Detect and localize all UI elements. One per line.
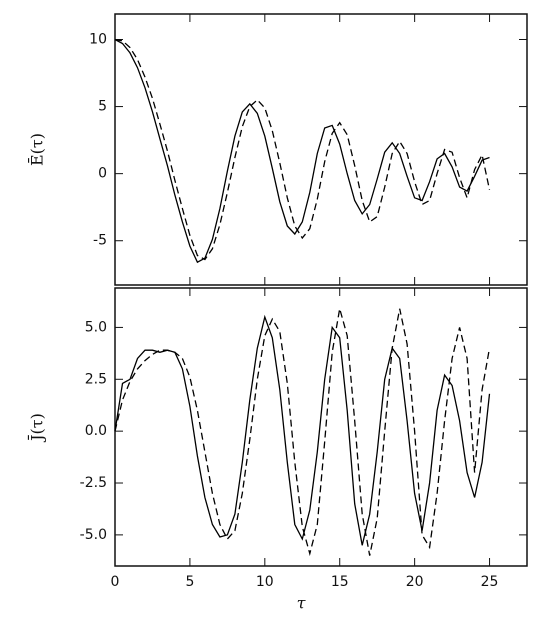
y-tick-label: 5 <box>98 99 107 115</box>
series-line <box>114 38 490 264</box>
plot-frame <box>114 13 528 286</box>
y-tick-label: 2.5 <box>85 371 107 387</box>
y-tick-label: -5 <box>93 233 107 249</box>
y-tick-label: 0.0 <box>85 423 107 439</box>
y-axis-label: Ē(τ) <box>27 133 47 166</box>
x-tick-label: 15 <box>331 574 349 590</box>
series-line <box>114 308 491 557</box>
series-line <box>114 314 491 546</box>
y-tick-label: -2.5 <box>80 475 107 491</box>
y-tick-label: -5.0 <box>80 527 107 543</box>
x-tick-label: 0 <box>111 574 120 590</box>
y-tick-label: 5.0 <box>85 319 107 335</box>
x-tick-label: 25 <box>481 574 499 590</box>
x-tick-label: 5 <box>185 574 194 590</box>
y-tick-label: 0 <box>98 166 107 182</box>
x-tick-label: 10 <box>256 574 274 590</box>
x-tick-label: 20 <box>406 574 424 590</box>
y-axis-label: J̄(τ) <box>26 413 47 443</box>
y-tick-label: 10 <box>89 31 107 47</box>
series-line <box>114 38 491 261</box>
x-axis-label: τ <box>297 594 307 613</box>
